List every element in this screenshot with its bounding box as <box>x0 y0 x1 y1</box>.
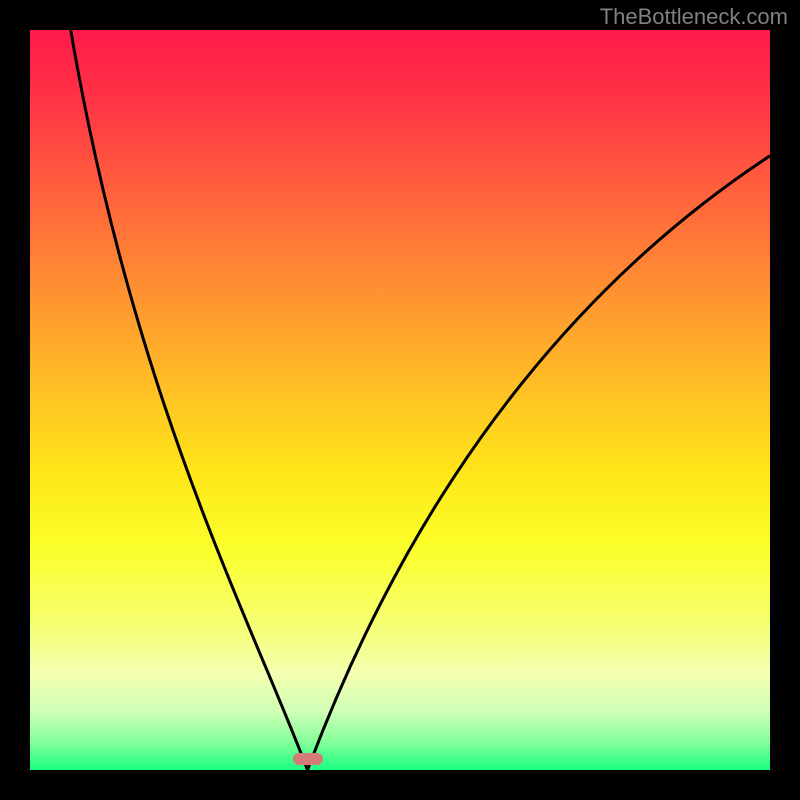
vertex-marker <box>293 753 323 765</box>
bottleneck-curve <box>30 30 770 770</box>
watermark-text: TheBottleneck.com <box>600 4 788 30</box>
plot-area <box>30 30 770 770</box>
chart-container: TheBottleneck.com <box>0 0 800 800</box>
